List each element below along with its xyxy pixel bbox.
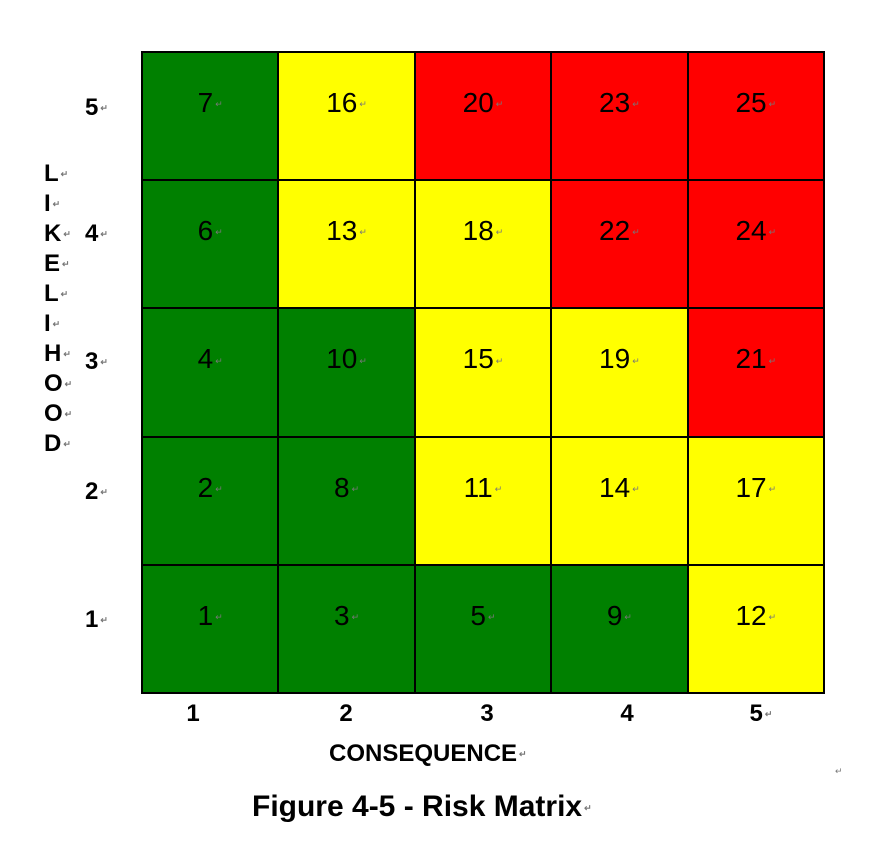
cell-value: 6 ↵ (197, 215, 223, 247)
y-axis-title-letter: L ↵ (44, 160, 69, 187)
y-tick-label: 3 ↵ (85, 348, 108, 375)
matrix-cell: 23 ↵ (551, 52, 688, 181)
y-axis-title-letter: O ↵ (44, 370, 73, 397)
cell-value: 14 ↵ (599, 471, 640, 503)
matrix-cell: 8 ↵ (278, 436, 415, 565)
cell-value: 21 ↵ (735, 343, 777, 375)
matrix-cell: 9 ↵ (551, 564, 688, 693)
cell-value: 2 ↵ (197, 471, 223, 503)
x-tick-label: 1 (186, 700, 200, 727)
y-tick-label: 1 ↵ (85, 606, 108, 633)
matrix-cell: 20 ↵ (414, 52, 552, 181)
matrix-cell: 12 ↵ (687, 564, 824, 693)
cell-value: 22 ↵ (599, 215, 640, 247)
y-axis-title-letter: L ↵ (44, 280, 69, 307)
matrix-cell: 2 ↵ (142, 436, 279, 565)
matrix-cell: 17 ↵ (687, 436, 824, 565)
cell-value: 16 ↵ (326, 87, 367, 118)
cell-value: 5 ↵ (470, 599, 496, 631)
cell-value: 24 ↵ (735, 215, 777, 247)
x-tick-label: 2 (339, 700, 353, 727)
y-tick-label: 4 ↵ (85, 220, 108, 247)
matrix-cell: 24 ↵ (687, 180, 824, 309)
x-tick-label: 3 (480, 700, 494, 727)
matrix-cell: 4 ↵ (142, 308, 279, 437)
cell-value: 19 ↵ (599, 343, 640, 375)
matrix-cell: 7 ↵ (142, 52, 279, 181)
matrix-cell: 22 ↵ (551, 180, 688, 309)
cell-value: 8 ↵ (334, 471, 360, 503)
x-tick-label: 5 ↵ (749, 700, 773, 727)
cell-value: 11 ↵ (463, 471, 503, 503)
cell-value: 9 ↵ (606, 599, 632, 631)
matrix-cell: 16 ↵ (278, 52, 415, 181)
matrix-cell: 13 ↵ (278, 180, 415, 309)
cell-value: 4 ↵ (197, 343, 223, 375)
y-axis-title-letter: I ↵ (44, 190, 61, 217)
matrix-cell: 14 ↵ (551, 436, 688, 565)
y-tick-label: 5 ↵ (85, 94, 108, 121)
y-axis-title-letter: K ↵ (44, 220, 71, 247)
y-axis-title-letter: I ↵ (44, 310, 61, 337)
x-tick-label: 4 (620, 700, 634, 727)
risk-matrix-grid: 7 ↵ 16 ↵ 20 ↵ 23 ↵ 25 ↵ 6 ↵ 13 ↵ 18 ↵ 22 ↵ 24 ↵ 4 ↵ 10 ↵ 15 ↵ 19 ↵ 2… (141, 51, 825, 694)
matrix-cell: 19 ↵ (551, 308, 688, 437)
y-axis-title-letter: E ↵ (44, 250, 70, 277)
cell-value: 23 ↵ (599, 87, 640, 118)
matrix-cell: 21 ↵ (687, 308, 824, 437)
cell-value: 15 ↵ (462, 343, 504, 375)
cell-value: 1 ↵ (197, 599, 223, 631)
y-tick-label: 2 ↵ (85, 478, 108, 505)
paragraph-mark: ↵ (835, 766, 843, 776)
matrix-cell: 1 ↵ (142, 564, 279, 693)
figure-caption: Figure 4-5 - Risk Matrix ↵ (252, 790, 592, 823)
x-axis-title: CONSEQUENCE ↵ (329, 740, 527, 767)
cell-value: 13 ↵ (326, 215, 367, 247)
cell-value: 25 ↵ (735, 87, 777, 118)
cell-value: 17 ↵ (735, 471, 777, 503)
matrix-cell: 3 ↵ (278, 564, 415, 693)
y-axis-title-letter: D ↵ (44, 430, 71, 457)
cell-value: 20 ↵ (462, 87, 504, 118)
matrix-cell: 10 ↵ (278, 308, 415, 437)
cell-value: 12 ↵ (735, 599, 777, 631)
cell-value: 18 ↵ (462, 215, 504, 247)
matrix-cell: 18 ↵ (414, 180, 552, 309)
matrix-cell: 6 ↵ (142, 180, 279, 309)
cell-value: 10 ↵ (326, 343, 367, 375)
cell-value: 3 ↵ (334, 599, 360, 631)
matrix-cell: 5 ↵ (414, 564, 552, 693)
matrix-cell: 11 ↵ (414, 436, 552, 565)
y-axis-title-letter: O ↵ (44, 400, 73, 427)
cell-value: 7 ↵ (197, 87, 223, 118)
y-axis-title-letter: H ↵ (44, 340, 71, 367)
matrix-cell: 25 ↵ (687, 52, 824, 181)
matrix-cell: 15 ↵ (414, 308, 552, 437)
